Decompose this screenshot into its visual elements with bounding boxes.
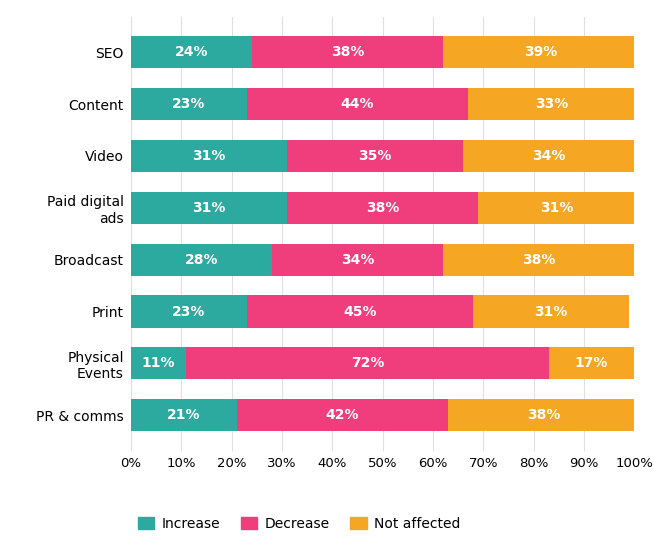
Text: 38%: 38% (527, 408, 560, 422)
Text: 28%: 28% (184, 252, 218, 267)
Bar (131, 88, 247, 120)
Text: 11%: 11% (142, 356, 175, 370)
Bar (131, 192, 287, 224)
Text: 42%: 42% (326, 408, 359, 422)
Bar (247, 295, 473, 328)
Bar (287, 140, 463, 172)
Bar (131, 244, 272, 276)
Text: 35%: 35% (358, 149, 392, 163)
Text: 31%: 31% (534, 305, 568, 318)
Bar (131, 347, 186, 380)
Bar (131, 140, 287, 172)
Text: 34%: 34% (341, 252, 374, 267)
Text: 31%: 31% (192, 201, 226, 215)
Bar (443, 36, 640, 68)
Text: 21%: 21% (167, 408, 200, 422)
Bar (443, 244, 634, 276)
Text: 72%: 72% (351, 356, 384, 370)
Bar (448, 399, 640, 431)
Bar (549, 347, 634, 380)
Bar (131, 295, 247, 328)
Text: 31%: 31% (192, 149, 226, 163)
Bar (473, 295, 629, 328)
Bar (272, 244, 443, 276)
Text: 44%: 44% (341, 97, 374, 111)
Bar (287, 192, 478, 224)
Text: 45%: 45% (343, 305, 377, 318)
Bar (468, 88, 634, 120)
Text: 38%: 38% (522, 252, 555, 267)
Bar (237, 399, 448, 431)
Text: 23%: 23% (172, 305, 205, 318)
Bar (131, 36, 252, 68)
Text: 17%: 17% (575, 356, 608, 370)
Text: 38%: 38% (366, 201, 400, 215)
Bar (252, 36, 443, 68)
Text: 38%: 38% (331, 45, 364, 59)
Text: 24%: 24% (175, 45, 208, 59)
Text: 23%: 23% (172, 97, 205, 111)
Legend: Increase, Decrease, Not affected: Increase, Decrease, Not affected (138, 517, 460, 531)
Bar (463, 140, 634, 172)
Text: 39%: 39% (525, 45, 558, 59)
Text: 34%: 34% (532, 149, 566, 163)
Bar (186, 347, 549, 380)
Text: 33%: 33% (535, 97, 568, 111)
Bar (247, 88, 468, 120)
Bar (131, 399, 237, 431)
Text: 31%: 31% (540, 201, 573, 215)
Bar (478, 192, 634, 224)
